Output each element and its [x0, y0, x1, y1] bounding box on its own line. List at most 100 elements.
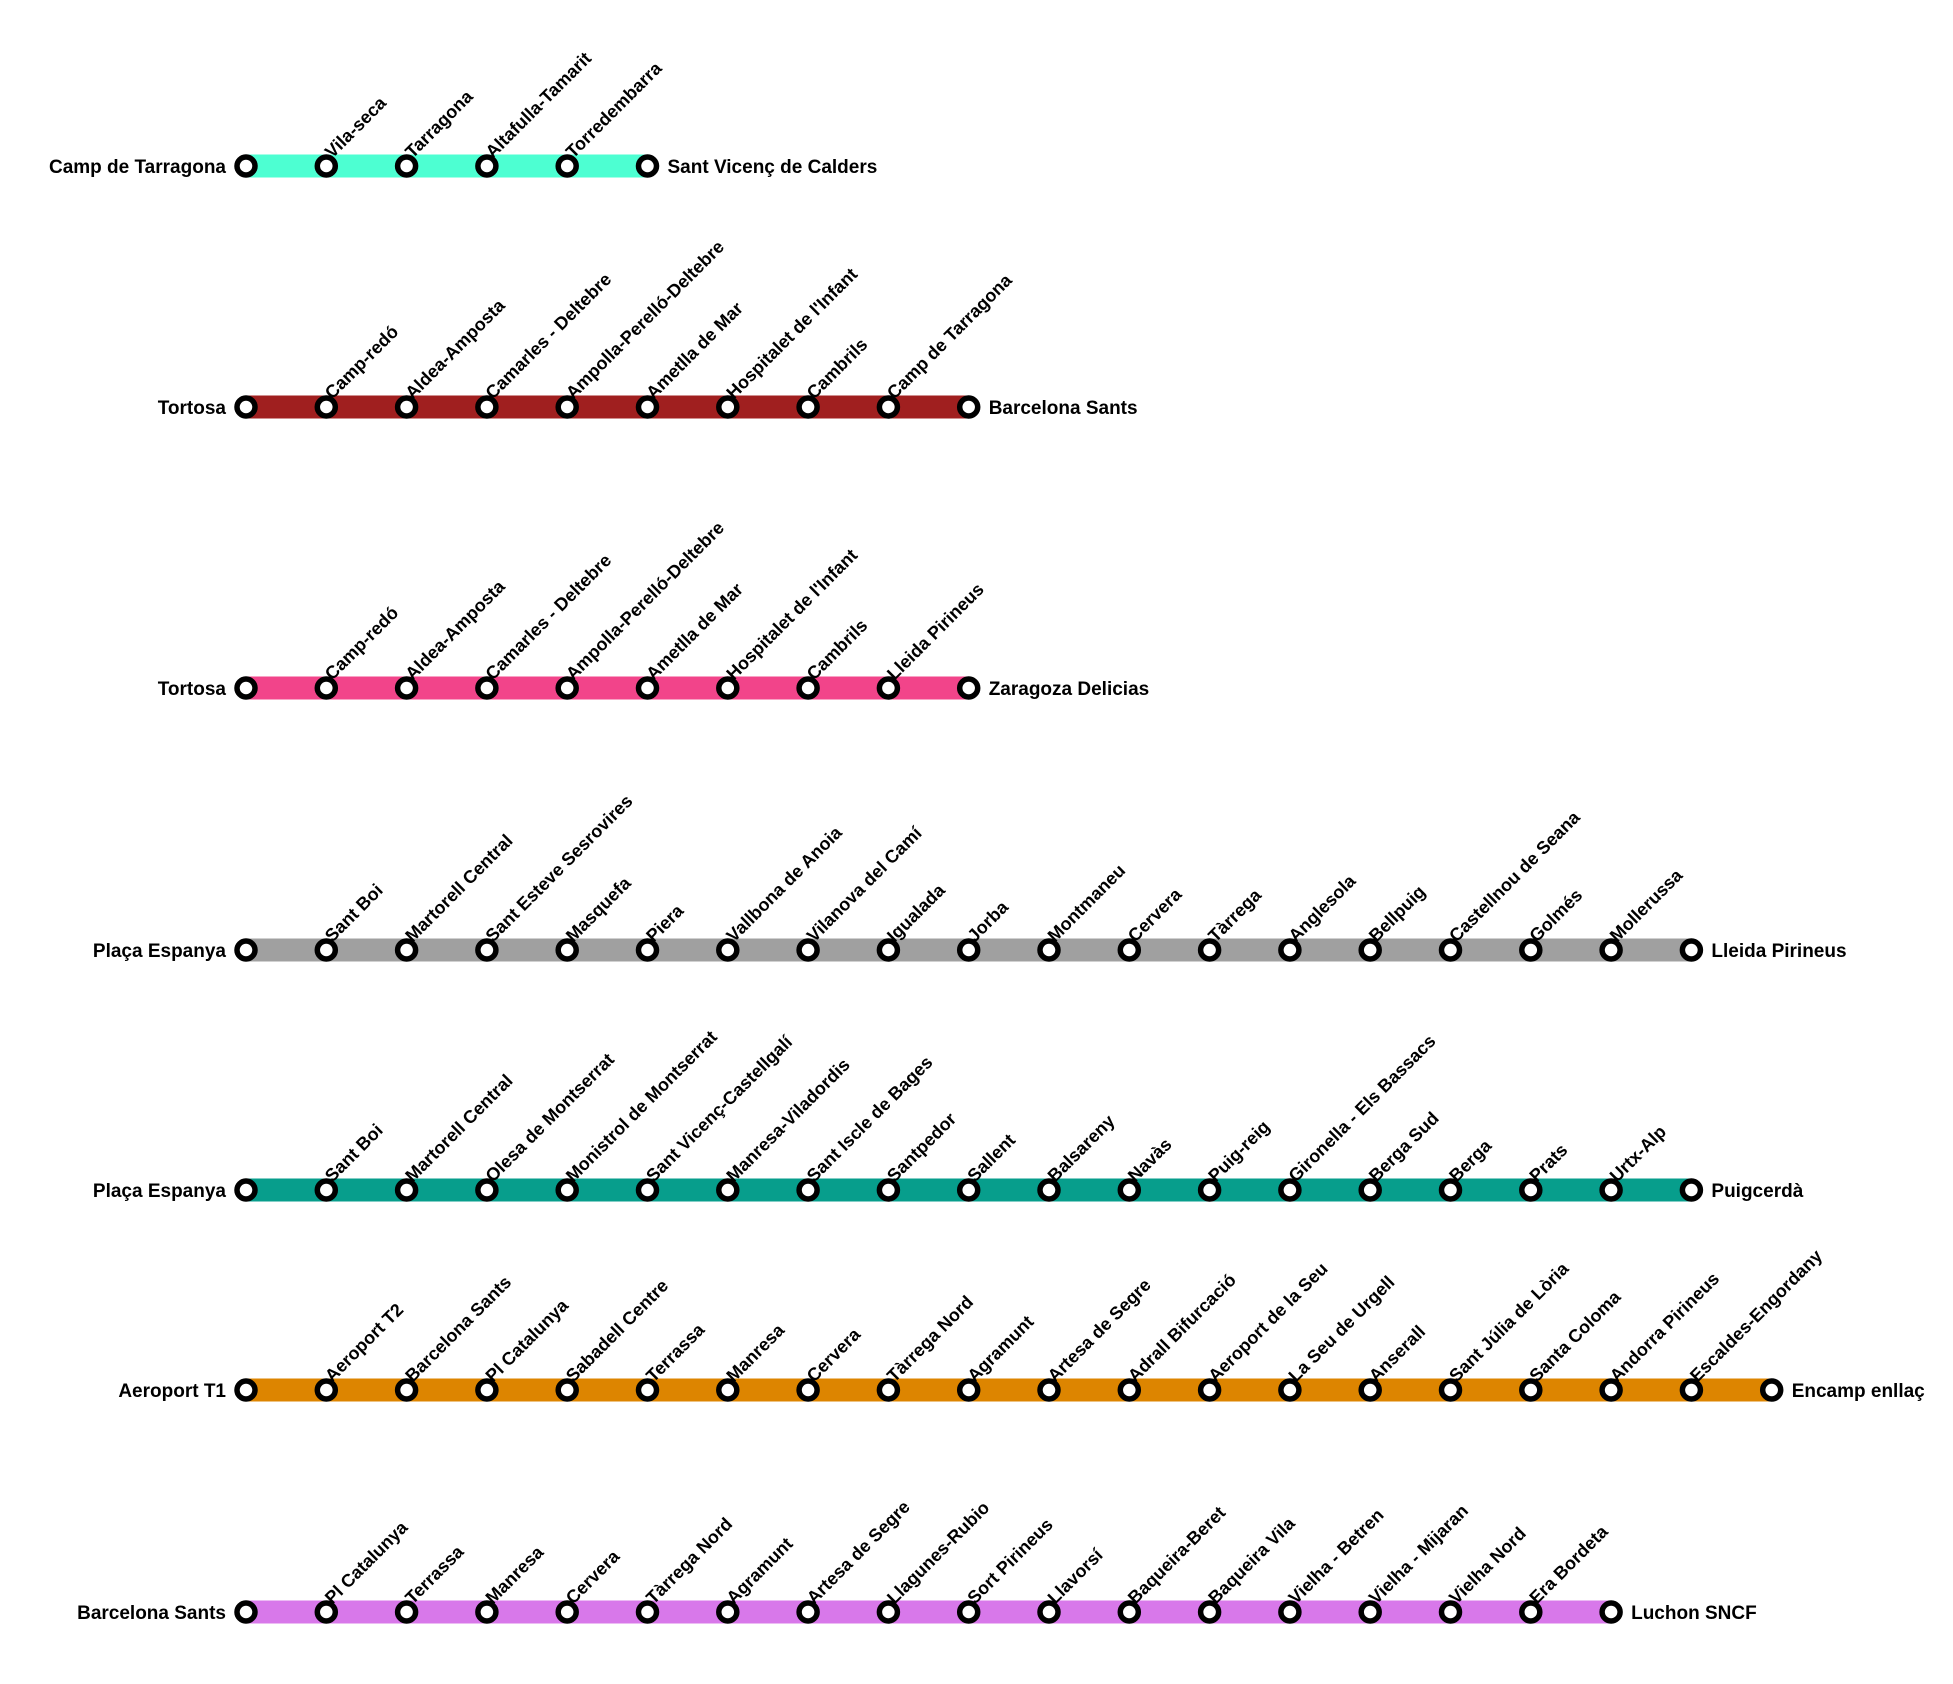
stop-label: Vielha Nord: [1445, 1523, 1530, 1608]
station-marker: [876, 938, 901, 962]
stop-label: Agramunt: [722, 1534, 796, 1608]
station-marker: [716, 395, 740, 419]
station-marker: [1358, 1600, 1382, 1624]
station-marker: [635, 1600, 660, 1624]
stop-label: Masquefa: [562, 872, 636, 946]
station-marker: [234, 938, 258, 962]
station-marker: [1117, 1378, 1142, 1402]
stop-label: Sallent: [963, 1130, 1019, 1186]
stop-label: Camp-redó: [321, 603, 402, 684]
station-marker: [475, 676, 499, 700]
stop-label: Sant Esteve Sesrovires: [482, 791, 637, 946]
station-marker: [1197, 1178, 1222, 1202]
stop-label: Castellnou de Seana: [1445, 806, 1584, 945]
line-end-label: Barcelona Sants: [989, 398, 1138, 419]
stop-label: Gironella - Els Bassacs: [1285, 1031, 1440, 1186]
stop-label: Terrassa: [642, 1319, 709, 1386]
station-marker: [1438, 938, 1463, 962]
station-marker: [1679, 1378, 1704, 1402]
line-end-label: Lleida Pirineus: [1711, 941, 1846, 962]
station-marker: [394, 1378, 419, 1402]
station-marker: [394, 1600, 419, 1624]
rail-line: Barcelona Sants Luchon SNCF Pl CatalunyaTe…: [77, 1497, 1757, 1624]
station-marker: [1278, 1178, 1302, 1202]
station-marker: [1278, 1600, 1302, 1624]
station-marker: [1117, 1178, 1142, 1202]
stop-label: Ampolla-Perelló-Deltebre: [562, 237, 728, 403]
stop-label: Monistrol de Montserrat: [562, 1027, 721, 1186]
station-marker: [1438, 1600, 1463, 1624]
station-marker: [1759, 1378, 1784, 1402]
station-marker: [956, 1178, 981, 1202]
stop-label: Anserall: [1365, 1321, 1429, 1385]
line-start-label: Plaça Espanya: [93, 1181, 227, 1202]
station-marker: [1278, 938, 1302, 962]
station-marker: [234, 676, 258, 700]
station-marker: [314, 395, 339, 419]
line-start-label: Plaça Espanya: [93, 941, 227, 962]
stop-label: Urtx-Alp: [1606, 1121, 1670, 1185]
stop-label: Manresa: [482, 1541, 548, 1607]
station-marker: [555, 938, 579, 962]
station-marker: [1037, 1600, 1061, 1624]
stop-label: Cambrils: [803, 615, 872, 684]
stop-label: Cervera: [562, 1546, 624, 1608]
line-start-label: Aeroport T1: [118, 1381, 226, 1402]
stop-label: Tàrrega: [1204, 884, 1266, 946]
station-marker: [876, 1178, 901, 1202]
stop-label: Llavorsí: [1044, 1544, 1108, 1608]
stop-label: Hospitalet de l'Infant: [722, 545, 861, 684]
station-marker: [314, 676, 339, 700]
stop-label: Sant Boi: [321, 880, 387, 946]
station-marker: [956, 676, 981, 700]
station-marker: [716, 938, 740, 962]
station-marker: [1599, 1178, 1623, 1202]
station-marker: [555, 395, 579, 419]
station-marker: [796, 395, 820, 419]
station-marker: [1358, 1378, 1382, 1402]
station-marker: [1519, 938, 1543, 962]
station-marker: [635, 938, 660, 962]
stop-label: Camp-redó: [321, 322, 402, 403]
line-end-label: Sant Vicenç de Calders: [668, 157, 878, 178]
station-marker: [635, 395, 660, 419]
station-marker: [475, 938, 499, 962]
station-marker: [716, 1600, 740, 1624]
station-marker: [1438, 1378, 1463, 1402]
station-marker: [796, 1178, 820, 1202]
station-marker: [555, 1378, 579, 1402]
stop-label: Manresa: [722, 1319, 788, 1385]
stop-label: Vila-seca: [321, 92, 391, 162]
station-marker: [635, 1378, 660, 1402]
stop-label: Agramunt: [963, 1312, 1037, 1386]
line-end-label: Puigcerdà: [1711, 1181, 1803, 1202]
station-marker: [876, 395, 901, 419]
station-marker: [716, 1178, 740, 1202]
station-marker: [1117, 938, 1142, 962]
station-marker: [956, 1378, 981, 1402]
station-marker: [635, 1178, 660, 1202]
stop-label: Santpedor: [883, 1109, 960, 1186]
station-marker: [475, 395, 499, 419]
stop-label: Puig-reig: [1204, 1117, 1273, 1186]
station-marker: [1599, 1600, 1623, 1624]
station-marker: [234, 395, 258, 419]
station-marker: [1438, 1178, 1463, 1202]
station-marker: [394, 395, 419, 419]
station-marker: [475, 1178, 499, 1202]
station-marker: [1197, 1600, 1222, 1624]
stop-label: Golmés: [1525, 885, 1586, 946]
stop-label: Tarragona: [401, 86, 477, 162]
station-marker: [716, 1378, 740, 1402]
rail-line: Camp de Tarragona Sant Vicenç de Calders V…: [49, 48, 877, 178]
station-marker: [796, 938, 820, 962]
station-marker: [1197, 1378, 1222, 1402]
station-marker: [394, 1178, 419, 1202]
stop-label: Escaldes-Engordany: [1686, 1246, 1826, 1386]
stop-label: Montmaneu: [1044, 860, 1130, 946]
stop-label: Balsareny: [1044, 1111, 1119, 1186]
stop-label: Berga: [1445, 1135, 1496, 1186]
line-end-label: Luchon SNCF: [1631, 1603, 1757, 1624]
station-marker: [876, 676, 901, 700]
